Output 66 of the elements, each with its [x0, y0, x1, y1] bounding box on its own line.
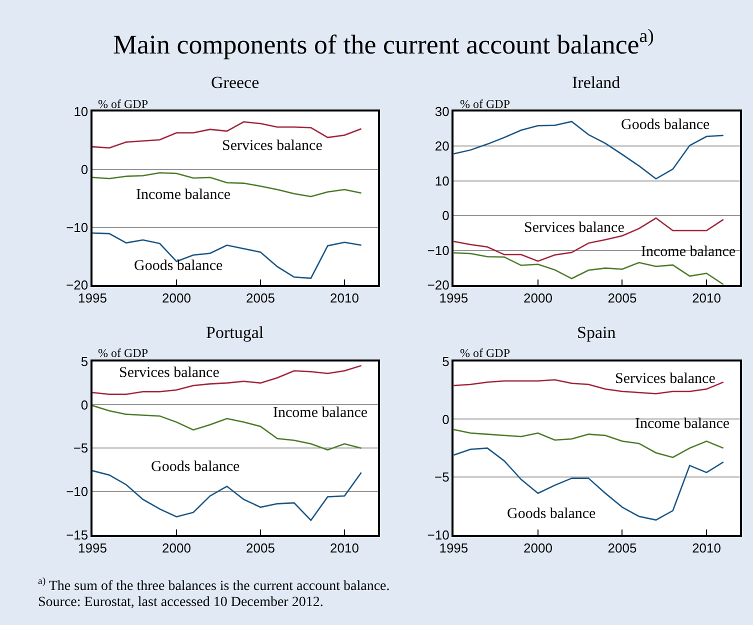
y-tick-label: −5 [434, 470, 450, 485]
y-tick-label: −10 [427, 242, 450, 258]
x-tick-label: 1995 [78, 540, 107, 556]
x-tick-label: 2010 [330, 290, 359, 306]
y-tick-label: 0 [80, 397, 88, 412]
y-tick-label: −10 [66, 484, 88, 500]
y-axis-title: % of GDP [98, 346, 148, 360]
series-label: Income balance [641, 244, 736, 260]
line-series [92, 121, 362, 149]
x-tick-label: 2005 [608, 540, 637, 556]
line-series [454, 120, 724, 180]
y-axis-title: % of GDP [98, 97, 148, 111]
line-series [92, 470, 362, 521]
text: $^{a)}$ The sum of the three balances is the current account balance. [38, 576, 390, 594]
series-label: Goods balance [134, 258, 224, 274]
line-series [92, 172, 362, 198]
x-tick-label: 1995 [439, 290, 468, 306]
line-series [454, 428, 724, 458]
series-label: Income balance [635, 416, 730, 432]
y-tick-label: 0 [442, 412, 450, 427]
y-tick-label: 0 [80, 162, 88, 177]
chart-title: Spain [577, 323, 616, 342]
y-tick-label: 5 [442, 354, 450, 369]
x-tick-label: 2000 [524, 290, 552, 306]
series-label: Services balance [119, 365, 220, 381]
y-tick-label: 10 [434, 173, 450, 188]
x-tick-label: 1995 [78, 290, 107, 306]
series-label: Income balance [273, 405, 368, 421]
x-tick-label: 2000 [162, 540, 191, 556]
x-tick-label: 2010 [692, 540, 721, 556]
series-label: Income balance [136, 187, 231, 203]
x-tick-label: 2000 [162, 290, 191, 306]
series-label: Goods balance [151, 459, 240, 475]
x-tick-label: 2010 [330, 540, 359, 556]
series-label: Goods balance [507, 506, 596, 522]
x-tick-label: 2010 [692, 290, 721, 306]
y-tick-label: −10 [66, 220, 88, 235]
y-tick-label: −5 [73, 440, 88, 456]
y-tick-label: −10 [427, 528, 450, 543]
y-tick-label: 0 [442, 208, 450, 224]
y-tick-label: 30 [434, 104, 450, 119]
y-tick-label: −20 [427, 278, 450, 293]
y-tick-label: 20 [434, 138, 450, 154]
x-tick-label: 2005 [246, 540, 275, 556]
text: Main components of the current account balance$^{a)}$ [113, 26, 654, 60]
chart-title: Ireland [572, 73, 621, 92]
y-axis-title: % of GDP [460, 346, 510, 360]
x-tick-label: 2000 [524, 540, 552, 556]
series-label: Services balance [524, 220, 625, 236]
x-tick-label: 2005 [608, 290, 637, 306]
series-label: Goods balance [621, 117, 710, 133]
y-tick-label: 10 [74, 104, 88, 119]
y-tick-label: −20 [66, 278, 88, 293]
series-label: Services balance [222, 138, 323, 154]
y-axis-title: % of GDP [460, 97, 510, 111]
chart-title: Greece [211, 73, 260, 92]
chart-title: Portugal [206, 323, 264, 342]
y-tick-label: −15 [66, 528, 88, 543]
series-label: Services balance [615, 371, 716, 387]
line-series [92, 364, 362, 395]
line-series [92, 232, 362, 279]
line-series [454, 447, 724, 521]
y-tick-label: 5 [80, 354, 88, 369]
x-tick-label: 2005 [246, 290, 275, 306]
x-tick-label: 1995 [439, 540, 468, 556]
source-note: Source: Eurostat, last accessed 10 December 2012. [38, 595, 324, 610]
